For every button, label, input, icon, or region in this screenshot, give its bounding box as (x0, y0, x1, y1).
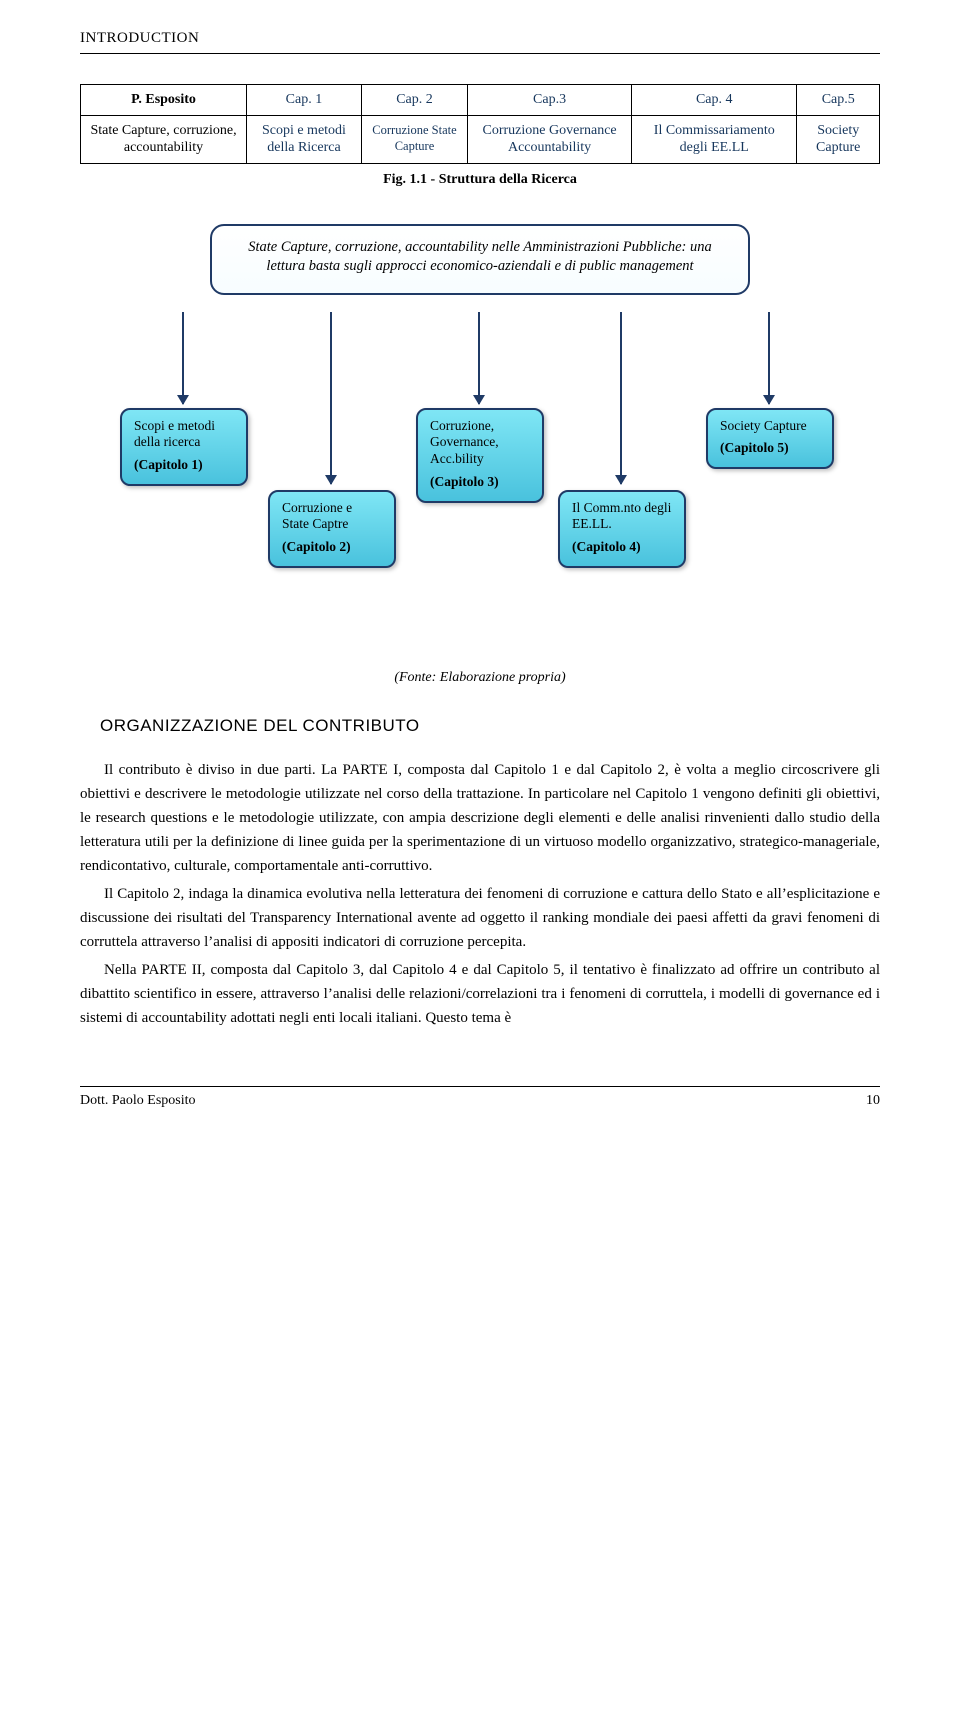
paragraph-1: Il contributo è diviso in due parti. La … (80, 758, 880, 878)
figure-caption: Fig. 1.1 - Struttura della Ricerca (80, 172, 880, 188)
arrow-3 (478, 312, 480, 404)
node-cap2: Corruzione e State Captre (Capitolo 2) (268, 490, 396, 569)
node-cap1-text: Scopi e metodi della ricerca (134, 418, 234, 452)
paragraph-2: Il Capitolo 2, indaga la dinamica evolut… (80, 882, 880, 954)
node-cap1: Scopi e metodi della ricerca (Capitolo 1… (120, 408, 248, 487)
node-cap5-cap: (Capitolo 5) (720, 440, 820, 457)
node-cap4: Il Comm.nto degli EE.LL. (Capitolo 4) (558, 490, 686, 569)
footer-author: Dott. Paolo Esposito (80, 1093, 196, 1109)
cell-b3: Corruzione Governance Accountability (468, 115, 632, 163)
diagram: State Capture, corruzione, accountabilit… (120, 224, 840, 644)
arrow-5 (768, 312, 770, 404)
cell-cap2: Cap. 2 (361, 85, 467, 116)
node-cap2-text: Corruzione e State Captre (282, 500, 382, 534)
diagram-main-box: State Capture, corruzione, accountabilit… (210, 224, 750, 295)
node-cap2-cap: (Capitolo 2) (282, 539, 382, 556)
cell-cap5: Cap.5 (797, 85, 880, 116)
cell-b4: Il Commissariamento degli EE.LL (632, 115, 797, 163)
paragraph-3: Nella PARTE II, composta dal Capitolo 3,… (80, 958, 880, 1030)
structure-table: P. Esposito Cap. 1 Cap. 2 Cap.3 Cap. 4 C… (80, 84, 880, 164)
subsection-title: ORGANIZZAZIONE DEL CONTRIBUTO (100, 716, 880, 736)
arrow-1 (182, 312, 184, 404)
node-cap5-text: Society Capture (720, 418, 820, 435)
page-footer: Dott. Paolo Esposito 10 (80, 1086, 880, 1109)
cell-cap3: Cap.3 (468, 85, 632, 116)
cell-b5: Society Capture (797, 115, 880, 163)
cell-b1: Scopi e metodi della Ricerca (247, 115, 362, 163)
cell-b2: Corruzione State Capture (361, 115, 467, 163)
source-note: (Fonte: Elaborazione propria) (80, 670, 880, 686)
arrow-2 (330, 312, 332, 484)
cell-cap1: Cap. 1 (247, 85, 362, 116)
cell-b0: State Capture, corruzione, accountabilit… (81, 115, 247, 163)
node-cap3-text: Corruzione, Governance, Acc.bility (430, 418, 530, 469)
node-cap4-text: Il Comm.nto degli EE.LL. (572, 500, 672, 534)
node-cap3-cap: (Capitolo 3) (430, 474, 530, 491)
node-cap3: Corruzione, Governance, Acc.bility (Capi… (416, 408, 544, 504)
footer-page: 10 (866, 1093, 880, 1109)
node-cap5: Society Capture (Capitolo 5) (706, 408, 834, 470)
section-header: INTRODUCTION (80, 30, 880, 54)
cell-cap4: Cap. 4 (632, 85, 797, 116)
cell-author: P. Esposito (81, 85, 247, 116)
node-cap4-cap: (Capitolo 4) (572, 539, 672, 556)
arrow-4 (620, 312, 622, 484)
node-cap1-cap: (Capitolo 1) (134, 457, 234, 474)
